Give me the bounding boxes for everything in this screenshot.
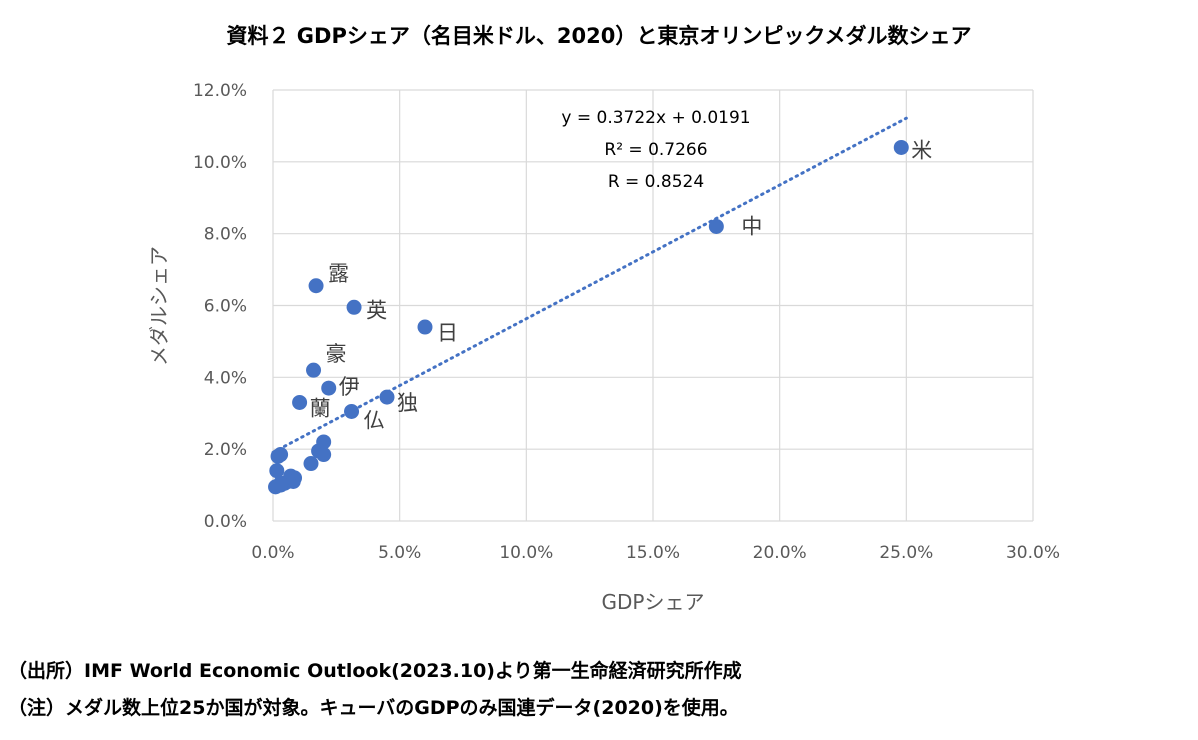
data-point — [893, 139, 909, 155]
point-label: 豪 — [326, 342, 347, 366]
y-tick-labels: 0.0% 2.0% 4.0% 6.0% 8.0% 10.0% 12.0% — [193, 81, 247, 532]
x-tick-label: 0.0% — [251, 543, 294, 563]
x-tick-label: 20.0% — [753, 543, 807, 563]
point-label: 伊 — [339, 375, 360, 399]
point-label: 日 — [437, 321, 458, 345]
gridlines — [272, 89, 1034, 522]
x-axis-title: GDPシェア — [602, 590, 705, 614]
trendline — [271, 116, 908, 454]
regression-annotation-line: R² = 0.7266 — [604, 140, 707, 160]
x-tick-labels: 0.0% 5.0% 10.0% 15.0% 20.0% 25.0% 30.0% — [251, 543, 1060, 563]
source-note: （出所）IMF World Economic Outlook(2023.10)よ… — [8, 660, 742, 682]
point-label: 米 — [911, 138, 932, 162]
x-tick-label: 10.0% — [499, 543, 553, 563]
regression-annotation-line: y = 0.3722x + 0.0191 — [561, 108, 750, 128]
y-tick-label: 12.0% — [193, 81, 247, 101]
regression-annotation-line: R = 0.8524 — [608, 172, 704, 192]
data-point — [316, 447, 332, 463]
data-point — [321, 380, 337, 396]
x-tick-label: 5.0% — [378, 543, 421, 563]
chart-title: 資料２ GDPシェア（名目米ドル、2020）と東京オリンピックメダル数シェア — [226, 24, 972, 48]
trendline-group — [271, 116, 908, 454]
point-label: 中 — [741, 214, 762, 238]
data-point — [306, 362, 322, 378]
data-point — [708, 218, 724, 234]
point-label: 独 — [397, 391, 418, 415]
x-tick-label: 25.0% — [879, 543, 933, 563]
x-tick-label: 30.0% — [1006, 543, 1060, 563]
data-point — [308, 278, 324, 294]
point-label: 仏 — [364, 408, 385, 432]
y-tick-label: 8.0% — [204, 225, 247, 245]
data-point — [346, 299, 362, 315]
y-tick-label: 4.0% — [204, 368, 247, 388]
data-points — [268, 139, 909, 495]
y-tick-label: 0.0% — [204, 512, 247, 532]
point-label: 露 — [328, 262, 349, 286]
point-label: 蘭 — [310, 396, 331, 420]
data-point — [273, 447, 289, 463]
caveat-note: （注）メダル数上位25か国が対象。キューバのGDPのみ国連データ(2020)を使… — [8, 697, 739, 719]
scatter-chart: 0.0% 5.0% 10.0% 15.0% 20.0% 25.0% 30.0% 0.0% 2.… — [147, 81, 1060, 614]
data-point — [269, 463, 285, 479]
y-axis-title: メダルシェア — [147, 246, 171, 366]
data-point — [417, 319, 433, 335]
data-point — [303, 456, 319, 472]
data-point — [273, 475, 289, 491]
x-tick-label: 15.0% — [626, 543, 680, 563]
y-tick-label: 6.0% — [204, 297, 247, 317]
regression-annotation: y = 0.3722x + 0.0191 R² = 0.7266 R = 0.852… — [561, 108, 750, 192]
y-tick-label: 2.0% — [204, 440, 247, 460]
data-point — [292, 394, 308, 410]
data-point — [344, 403, 360, 419]
point-label: 英 — [366, 298, 387, 322]
y-tick-label: 10.0% — [193, 153, 247, 173]
data-point — [379, 389, 395, 405]
